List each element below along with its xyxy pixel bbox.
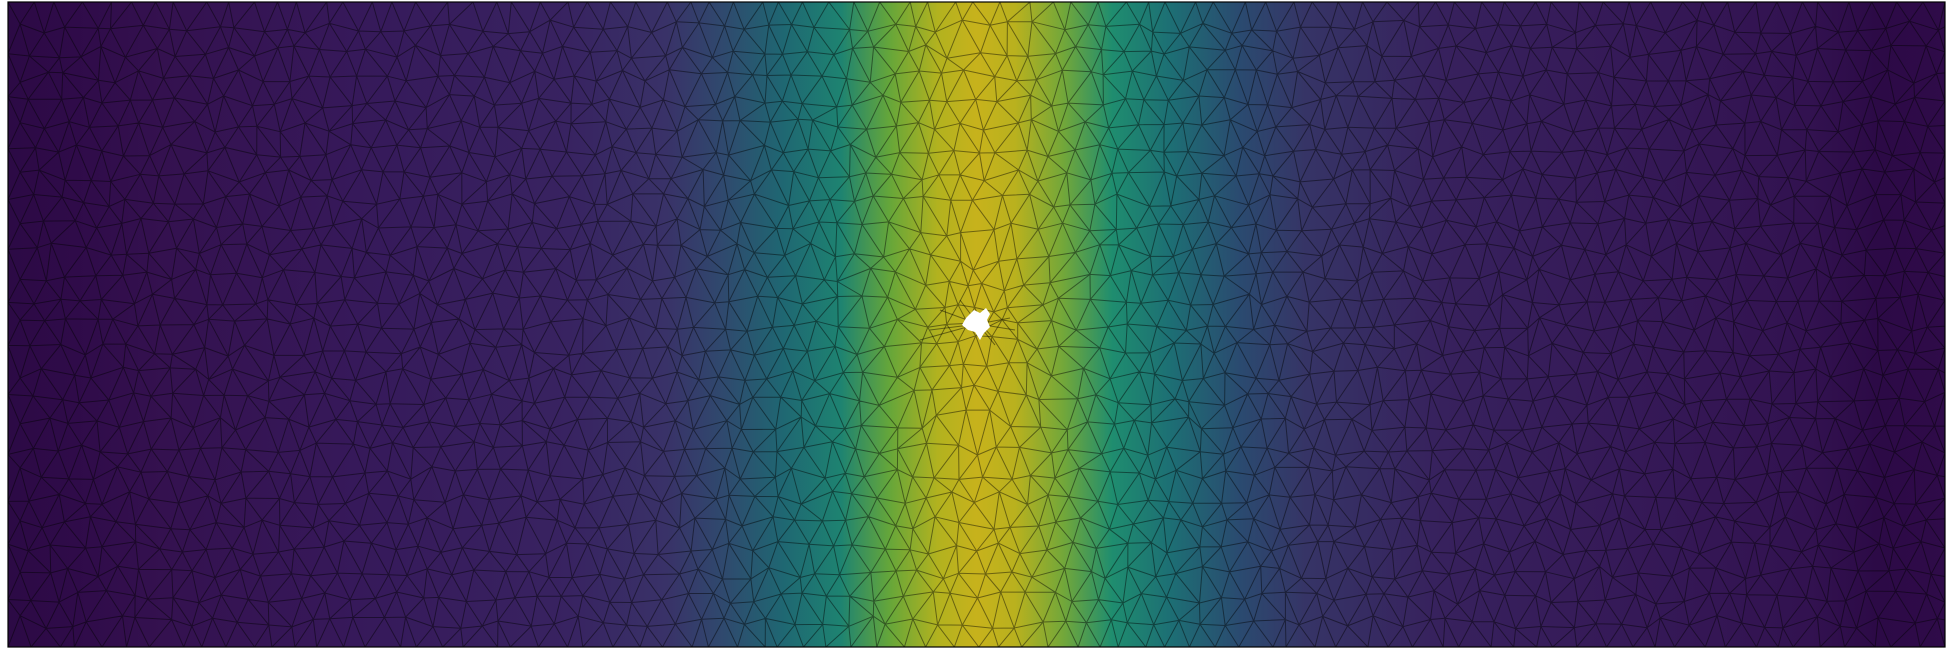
mesh-edges bbox=[8, 2, 1945, 647]
mesh-lines bbox=[8, 2, 1945, 647]
plot-frame bbox=[7, 1, 1946, 648]
central-hole bbox=[962, 308, 990, 340]
